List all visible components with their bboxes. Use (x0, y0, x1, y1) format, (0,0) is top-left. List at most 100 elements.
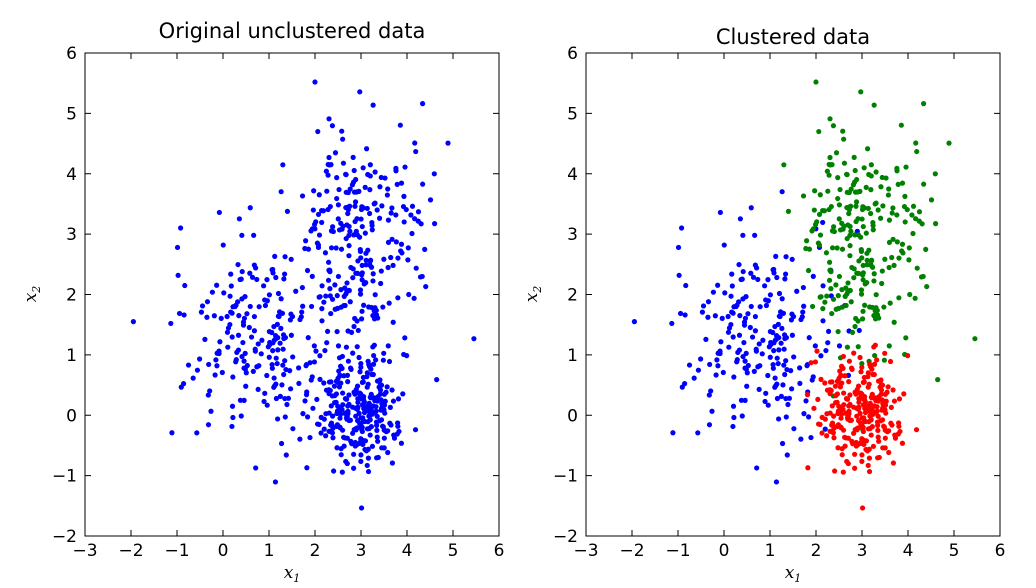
left-data-point (367, 162, 373, 168)
left-data-point (386, 358, 393, 365)
left-x-axis-label-subscript: 1 (293, 572, 300, 585)
left-data-point (358, 505, 365, 511)
left-data-point (344, 222, 350, 228)
right-data-point (738, 397, 745, 403)
left-data-point (281, 371, 287, 378)
right-data-point (708, 388, 714, 394)
right-data-point (736, 299, 742, 305)
right-data-point (906, 257, 912, 263)
right-data-point (776, 347, 782, 353)
right-data-point (707, 361, 713, 368)
right-data-point (865, 462, 871, 469)
right-data-point (820, 306, 826, 312)
right-data-point (699, 309, 706, 315)
left-data-point (339, 469, 345, 475)
left-data-point (299, 309, 305, 315)
right-data-point (854, 427, 860, 433)
right-data-point (883, 175, 889, 181)
left-data-point (419, 101, 426, 107)
right-data-point (858, 420, 864, 427)
right-data-point (827, 379, 834, 385)
left-data-point (254, 276, 260, 283)
left-data-point (251, 313, 258, 320)
right-data-point (808, 360, 814, 366)
right-data-point (805, 465, 811, 471)
right-data-point (754, 465, 760, 471)
left-data-point (335, 273, 342, 280)
right-data-point (862, 302, 868, 308)
left-data-point (344, 280, 350, 286)
right-data-point (729, 283, 735, 289)
left-data-point (324, 188, 330, 194)
right-data-point (756, 386, 762, 393)
left-data-point (336, 404, 342, 411)
right-data-point (751, 368, 757, 374)
left-data-point (311, 343, 317, 349)
left-data-point (340, 223, 346, 229)
left-data-point (361, 302, 367, 308)
right-data-point (875, 413, 881, 419)
right-data-point (865, 403, 871, 410)
left-data-point (401, 193, 407, 199)
right-data-point (765, 277, 771, 283)
left-data-point (204, 314, 210, 320)
left-data-point (285, 395, 291, 401)
left-data-point (346, 392, 352, 398)
left-data-point (252, 348, 258, 354)
right-data-point (838, 415, 844, 421)
right-data-point (891, 398, 898, 404)
left-data-point (334, 328, 340, 335)
right-data-point (874, 357, 880, 363)
right-data-point (842, 373, 848, 379)
right-data-point (805, 267, 812, 274)
right-data-point (846, 210, 852, 217)
right-data-point (781, 162, 787, 168)
right-data-point (881, 357, 887, 363)
left-scatter-plot: Original unclustered data −3 −2 −1 0 1 2 3 4 5 6−… (21, 19, 504, 585)
right-data-point (785, 401, 791, 408)
left-data-point (351, 323, 357, 330)
left-data-point (403, 206, 409, 213)
left-data-point (236, 313, 242, 319)
right-data-point (848, 299, 854, 305)
left-data-point (372, 200, 378, 206)
left-data-point (334, 195, 340, 202)
left-data-point (323, 411, 329, 417)
right-data-point (833, 400, 839, 406)
left-data-point (318, 430, 324, 436)
right-data-point (774, 274, 780, 281)
right-data-point (882, 445, 888, 451)
right-data-point (744, 370, 750, 376)
left-data-point (388, 422, 394, 428)
right-data-point (677, 310, 684, 317)
left-data-point (361, 409, 368, 416)
left-data-point (387, 404, 393, 410)
left-data-point (303, 238, 309, 244)
right-data-point (850, 182, 857, 188)
left-data-point (333, 391, 340, 397)
right-data-point (869, 391, 875, 397)
right-data-point (856, 258, 862, 264)
right-data-point (748, 205, 754, 211)
left-data-point (377, 391, 383, 397)
left-data-point (227, 293, 233, 299)
right-data-point (791, 354, 797, 360)
left-data-point (332, 282, 338, 288)
left-data-point (325, 259, 332, 265)
left-data-point (434, 377, 440, 383)
right-data-point (851, 430, 857, 436)
left-data-point (367, 173, 373, 179)
left-data-point (209, 289, 215, 295)
right-x-tick-label: 0 (719, 541, 730, 561)
right-data-point (861, 165, 867, 171)
right-x-tick-label: 3 (857, 541, 868, 561)
right-data-point (855, 232, 861, 238)
left-data-point (370, 271, 376, 277)
right-data-point (827, 162, 833, 168)
right-data-point (858, 394, 865, 400)
right-y-tick-label: 5 (567, 104, 578, 124)
left-data-point (304, 414, 311, 420)
left-data-point (330, 413, 336, 419)
right-data-point (843, 396, 850, 402)
